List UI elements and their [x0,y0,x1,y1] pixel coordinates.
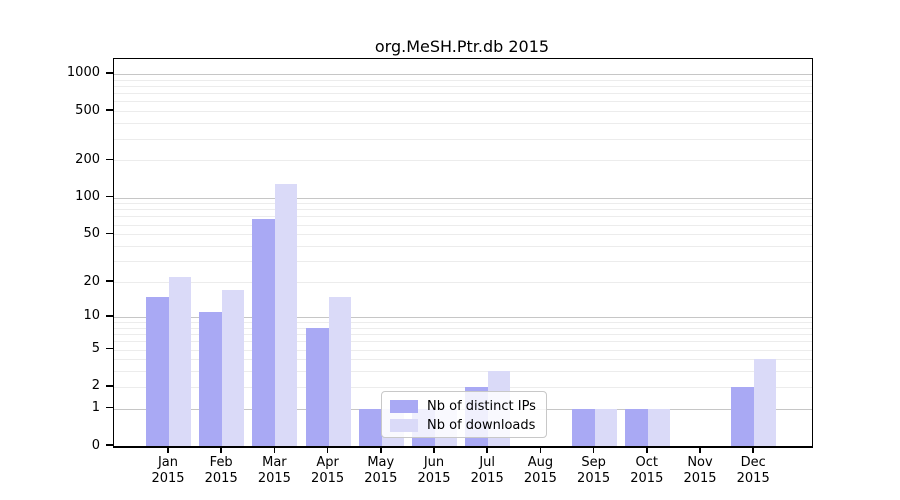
chart-title: org.MeSH.Ptr.db 2015 [374,37,550,56]
x-tick-label: Jan 2015 [151,455,185,486]
x-tick-label: Feb 2015 [204,455,238,486]
x-tick-mark [380,447,382,453]
x-tick-mark [433,447,435,453]
x-tick-mark [592,447,595,453]
y-tick-mark [106,347,113,350]
bar-distinct-ips [252,218,276,446]
x-tick-mark [167,447,169,453]
minor-gridline [114,101,812,103]
minor-gridline [114,261,812,263]
minor-gridline [114,322,812,323]
bar-downloads [594,408,617,446]
y-tick-mark [106,158,113,161]
bar-distinct-ips [199,312,223,446]
y-tick-mark [106,195,113,198]
x-tick-label: Oct 2015 [630,455,664,486]
legend: Nb of distinct IPs Nb of downloads [381,391,547,438]
x-tick-label: Sep 2015 [577,455,611,486]
bar-distinct-ips [358,408,382,446]
x-tick-label: Apr 2015 [311,455,345,486]
legend-item-label: Nb of distinct IPs [427,399,536,414]
x-tick-mark [326,447,329,453]
legend-swatch-icon [390,419,418,432]
y-tick-label: 5 [91,341,100,356]
minor-gridline [114,123,812,125]
x-tick-mark [699,447,701,453]
bar-downloads [328,296,351,446]
major-gridline [114,197,812,199]
minor-gridline [114,85,812,87]
y-tick-mark [106,315,113,317]
y-tick-mark [106,232,113,235]
minor-gridline [114,216,812,218]
y-tick-label: 10 [83,308,100,324]
y-tick-label: 2 [91,378,100,394]
x-tick-mark [486,447,488,453]
y-tick-label: 500 [75,102,100,118]
minor-gridline [114,341,812,343]
x-tick-label: Nov 2015 [683,455,717,486]
minor-gridline [114,93,812,95]
major-gridline [114,73,812,75]
legend-item-label: Nb of downloads [427,418,536,433]
y-tick-mark [106,444,113,446]
bar-distinct-ips [305,327,329,446]
minor-gridline [114,386,812,388]
y-tick-mark [106,109,113,111]
y-tick-mark [106,385,113,387]
minor-gridline [114,349,812,351]
x-tick-mark [273,447,276,453]
bar-downloads [222,290,245,446]
x-tick-mark [539,447,542,453]
x-tick-mark [752,447,754,453]
bar-downloads [275,183,298,446]
x-tick-label: Mar 2015 [257,455,291,486]
x-tick-label: May 2015 [364,455,398,486]
minor-gridline [114,209,812,211]
bar-distinct-ips [624,408,648,446]
y-tick-mark [106,280,113,282]
legend-item: Nb of distinct IPs [390,398,538,415]
x-tick-label: Jul 2015 [470,455,504,486]
bar-downloads [754,359,777,446]
bar-distinct-ips [731,386,755,446]
minor-gridline [114,246,812,247]
x-tick-mark [646,447,648,453]
legend-item: Nb of downloads [390,417,538,434]
minor-gridline [114,111,812,113]
minor-gridline [114,203,812,205]
legend-swatch-icon [390,400,418,413]
y-tick-label: 1 [91,400,100,416]
y-tick-label: 20 [83,273,100,289]
x-tick-label: Jun 2015 [417,455,451,486]
minor-gridline [114,79,812,81]
x-tick-label: Aug 2015 [523,455,557,486]
minor-gridline [114,282,812,283]
minor-gridline [114,160,812,162]
bar-distinct-ips [146,296,169,446]
x-tick-mark [220,447,222,453]
y-tick-mark [106,406,113,409]
minor-gridline [114,234,812,236]
minor-gridline [114,359,812,361]
y-tick-label: 0 [91,437,100,453]
major-gridline [114,316,812,318]
plot-area [113,58,813,448]
y-tick-label: 200 [75,151,100,167]
y-tick-label: 100 [75,189,100,204]
y-tick-label: 50 [83,225,100,241]
minor-gridline [114,224,812,226]
minor-gridline [114,327,812,329]
x-tick-label: Dec 2015 [736,455,770,486]
minor-gridline [114,138,812,140]
minor-gridline [114,371,812,373]
minor-gridline [114,334,812,335]
y-tick-label: 1000 [66,65,100,81]
bar-distinct-ips [571,408,595,446]
bar-downloads [647,408,670,446]
y-tick-mark [106,72,113,74]
bar-downloads [169,277,191,446]
